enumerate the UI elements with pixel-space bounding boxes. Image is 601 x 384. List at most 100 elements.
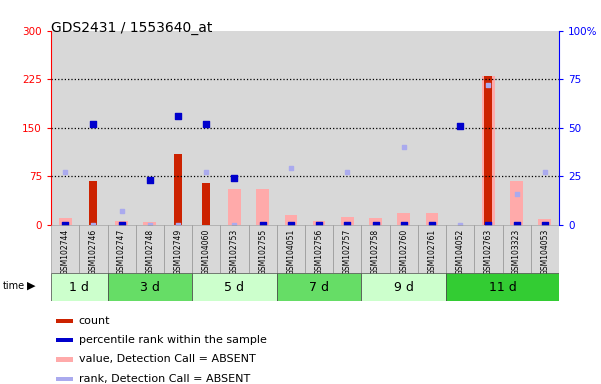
- Point: [258, 222, 267, 228]
- Bar: [531, 225, 559, 273]
- Bar: [192, 31, 221, 225]
- Bar: [446, 225, 474, 273]
- Text: GSM104060: GSM104060: [202, 228, 211, 275]
- Bar: [502, 31, 531, 225]
- Text: GSM102744: GSM102744: [61, 228, 70, 275]
- Text: GSM102749: GSM102749: [174, 228, 183, 275]
- Bar: [446, 31, 474, 225]
- Bar: [174, 154, 182, 225]
- Bar: [446, 273, 559, 301]
- Bar: [249, 31, 277, 225]
- Point: [60, 169, 70, 175]
- Bar: [221, 225, 249, 273]
- Bar: [56, 319, 73, 323]
- Bar: [115, 222, 128, 225]
- Text: GSM102746: GSM102746: [89, 228, 98, 275]
- Bar: [502, 225, 531, 273]
- Text: 5 d: 5 d: [224, 281, 245, 293]
- Bar: [108, 273, 192, 301]
- Bar: [108, 31, 136, 225]
- Text: rank, Detection Call = ABSENT: rank, Detection Call = ABSENT: [79, 374, 250, 384]
- Bar: [538, 220, 551, 225]
- Point: [117, 208, 126, 214]
- Bar: [56, 357, 73, 362]
- Text: value, Detection Call = ABSENT: value, Detection Call = ABSENT: [79, 354, 255, 364]
- Bar: [305, 31, 333, 225]
- Bar: [361, 225, 389, 273]
- Bar: [369, 218, 382, 225]
- Bar: [136, 31, 164, 225]
- Bar: [228, 189, 241, 225]
- Bar: [164, 225, 192, 273]
- Bar: [79, 31, 108, 225]
- Text: time: time: [3, 281, 25, 291]
- Text: GSM102763: GSM102763: [484, 228, 493, 275]
- Bar: [482, 76, 495, 225]
- Text: 7 d: 7 d: [309, 281, 329, 293]
- Point: [343, 169, 352, 175]
- Point: [512, 222, 522, 228]
- Bar: [510, 181, 523, 225]
- Point: [60, 222, 70, 228]
- Point: [88, 222, 98, 228]
- Point: [484, 82, 493, 88]
- Bar: [484, 76, 492, 225]
- Text: GSM102747: GSM102747: [117, 228, 126, 275]
- Bar: [305, 225, 333, 273]
- Point: [456, 122, 465, 129]
- Bar: [397, 213, 410, 225]
- Text: GSM102756: GSM102756: [314, 228, 323, 275]
- Bar: [361, 273, 446, 301]
- Bar: [418, 31, 446, 225]
- Bar: [361, 31, 389, 225]
- Bar: [277, 31, 305, 225]
- Point: [230, 222, 239, 228]
- Point: [314, 222, 324, 228]
- Bar: [389, 31, 418, 225]
- Text: 3 d: 3 d: [140, 281, 160, 293]
- Bar: [333, 225, 361, 273]
- Bar: [192, 273, 277, 301]
- Text: GSM102761: GSM102761: [427, 228, 436, 275]
- Text: GDS2431 / 1553640_at: GDS2431 / 1553640_at: [51, 21, 213, 35]
- Bar: [284, 215, 297, 225]
- Bar: [313, 222, 326, 225]
- Point: [343, 222, 352, 228]
- Bar: [277, 273, 361, 301]
- Text: 9 d: 9 d: [394, 281, 413, 293]
- Bar: [249, 225, 277, 273]
- Point: [399, 222, 409, 228]
- Bar: [108, 225, 136, 273]
- Bar: [192, 225, 221, 273]
- Point: [399, 144, 409, 150]
- Point: [314, 222, 324, 228]
- Bar: [56, 376, 73, 381]
- Point: [456, 222, 465, 228]
- Point: [540, 222, 550, 228]
- Text: GSM102760: GSM102760: [399, 228, 408, 275]
- Bar: [333, 31, 361, 225]
- Text: GSM104051: GSM104051: [287, 228, 296, 275]
- Bar: [51, 31, 79, 225]
- Bar: [341, 217, 353, 225]
- Bar: [221, 31, 249, 225]
- Text: count: count: [79, 316, 111, 326]
- Point: [145, 177, 154, 183]
- Point: [427, 222, 437, 228]
- Point: [201, 169, 211, 175]
- Point: [117, 222, 126, 228]
- Text: GSM102758: GSM102758: [371, 228, 380, 275]
- Text: GSM103323: GSM103323: [512, 228, 521, 275]
- Bar: [426, 213, 438, 225]
- Point: [286, 166, 296, 172]
- Bar: [389, 225, 418, 273]
- Text: GSM102755: GSM102755: [258, 228, 267, 275]
- Point: [173, 222, 183, 228]
- Text: GSM102757: GSM102757: [343, 228, 352, 275]
- Point: [258, 222, 267, 228]
- Point: [371, 222, 380, 228]
- Point: [173, 113, 183, 119]
- Point: [540, 169, 550, 175]
- Text: percentile rank within the sample: percentile rank within the sample: [79, 335, 267, 345]
- Point: [371, 222, 380, 228]
